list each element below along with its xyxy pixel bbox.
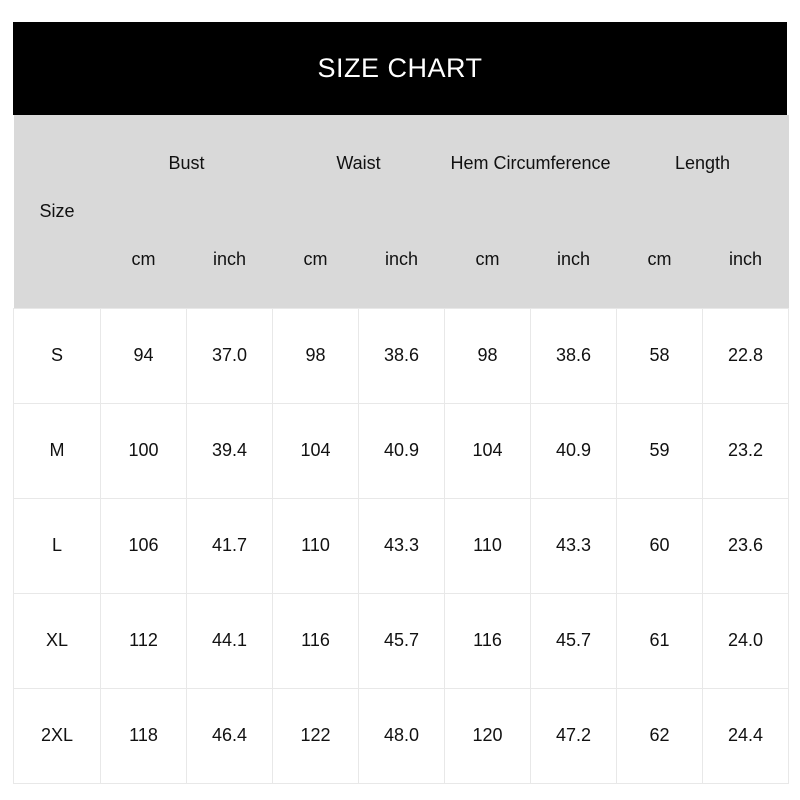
value-cell: 24.0 [702,592,790,689]
size-cell: L [13,497,101,594]
header-group-hem-circumference: Hem Circumference [444,115,617,211]
value-cell: 106 [100,497,187,594]
value-cell: 118 [100,687,187,784]
value-cell: 46.4 [186,687,273,784]
value-cell: 37.0 [186,307,273,404]
table-header: Size Bust Waist Hem Circumference Length… [13,115,789,308]
value-cell: 104 [272,402,359,499]
header-group-row: Size Bust Waist Hem Circumference Length [13,115,789,308]
table-row-l: L 106 41.7 110 43.3 110 43.3 60 23.6 [13,497,790,594]
value-cell: 110 [444,497,531,594]
value-cell: 41.7 [186,497,273,594]
value-cell: 45.7 [529,592,618,689]
title-bar: SIZE CHART [13,22,787,115]
table-row-s: S 94 37.0 98 38.6 98 38.6 58 22.8 [13,307,790,404]
unit-waist-cm: cm [272,211,359,308]
table-body: S 94 37.0 98 38.6 98 38.6 58 22.8 M 100 … [13,307,790,784]
value-cell: 39.4 [186,402,273,499]
size-cell: S [13,307,101,404]
unit-hem-cm: cm [444,211,531,308]
value-cell: 47.2 [529,687,618,784]
value-cell: 48.0 [358,687,445,784]
value-cell: 38.6 [529,307,618,404]
value-cell: 122 [272,687,359,784]
table-row-2xl: 2XL 118 46.4 122 48.0 120 47.2 62 24.4 [13,687,790,784]
size-cell: XL [13,592,101,689]
value-cell: 45.7 [358,592,445,689]
header-group-bust: Bust [100,115,273,211]
unit-hem-inch: inch [530,211,617,308]
value-cell: 38.6 [358,307,445,404]
value-cell: 61 [616,592,704,689]
value-cell: 40.9 [358,402,445,499]
value-cell: 62 [616,687,704,784]
value-cell: 116 [444,592,531,689]
value-cell: 23.2 [702,402,790,499]
unit-bust-cm: cm [100,211,187,308]
unit-length-cm: cm [616,211,703,308]
unit-bust-inch: inch [186,211,273,308]
value-cell: 116 [272,592,359,689]
value-cell: 100 [100,402,187,499]
header-group-length: Length [616,115,789,211]
size-chart-table: Size Bust Waist Hem Circumference Length… [13,115,790,784]
size-cell: M [13,402,101,499]
value-cell: 59 [616,402,704,499]
header-unit-row: cm inch cm inch cm inch cm inch [14,211,789,308]
value-cell: 24.4 [702,687,790,784]
value-cell: 23.6 [702,497,790,594]
page-title: SIZE CHART [317,53,483,83]
value-cell: 60 [616,497,704,594]
value-cell: 112 [100,592,187,689]
value-cell: 104 [444,402,531,499]
value-cell: 43.3 [358,497,445,594]
table-row-xl: XL 112 44.1 116 45.7 116 45.7 61 24.0 [13,592,790,689]
value-cell: 22.8 [702,307,790,404]
size-cell: 2XL [13,687,101,784]
value-cell: 44.1 [186,592,273,689]
unit-length-inch: inch [702,211,789,308]
value-cell: 40.9 [529,402,618,499]
value-cell: 58 [616,307,704,404]
value-cell: 43.3 [529,497,618,594]
unit-waist-inch: inch [358,211,445,308]
header-group-waist: Waist [272,115,445,211]
value-cell: 120 [444,687,531,784]
value-cell: 94 [100,307,187,404]
table-row-m: M 100 39.4 104 40.9 104 40.9 59 23.2 [13,402,790,499]
value-cell: 110 [272,497,359,594]
value-cell: 98 [444,307,531,404]
header-size: Size [13,115,101,308]
value-cell: 98 [272,307,359,404]
